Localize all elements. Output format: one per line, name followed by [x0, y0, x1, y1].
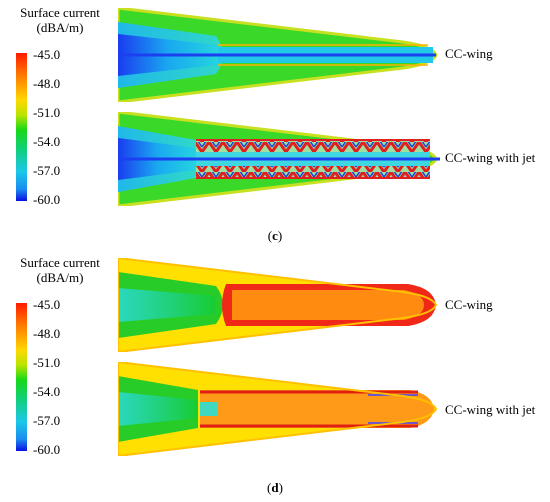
colorbar-tick: -48.0	[33, 76, 61, 91]
colorbar-tick: -48.0	[33, 326, 61, 341]
colorbar-tick: -51.0	[33, 105, 61, 120]
wing-label: CC-wing	[445, 46, 493, 61]
colorbar-tick: -54.0	[33, 384, 61, 399]
panel-caption-c: (c)	[267, 228, 283, 243]
colorbar-c	[16, 53, 27, 201]
colorbar-tick: -45.0	[33, 47, 61, 62]
colorbar-title-d: Surface current (dBA/m)	[20, 255, 100, 285]
colorbar-tick: -57.0	[33, 413, 61, 428]
colorbar-title-c: Surface current (dBA/m)	[20, 5, 100, 35]
colorbar-tick: -60.0	[33, 442, 61, 457]
wing-label: CC-wing with jet	[445, 402, 536, 417]
colorbar-d	[16, 303, 27, 451]
colorbar-tick: -45.0	[33, 297, 61, 312]
wing-label: CC-wing	[445, 297, 493, 312]
colorbar-tick: -60.0	[33, 192, 61, 207]
panel-d: Surface current (dBA/m) -45.0 -48.0 -51.…	[0, 252, 550, 502]
colorbar-tick: -51.0	[33, 355, 61, 370]
colorbar-tick: -54.0	[33, 134, 61, 149]
panel-caption-d: (d)	[267, 480, 283, 495]
panel-c: Surface current (dBA/m) -45.0 -48.0 -51.…	[0, 0, 550, 250]
wing-surface-plot	[118, 258, 438, 352]
wing-surface-plot	[118, 112, 440, 206]
wing-surface-plot	[118, 8, 438, 102]
wing-surface-plot	[118, 362, 438, 456]
colorbar-tick: -57.0	[33, 163, 61, 178]
wing-label: CC-wing with jet	[445, 150, 536, 165]
